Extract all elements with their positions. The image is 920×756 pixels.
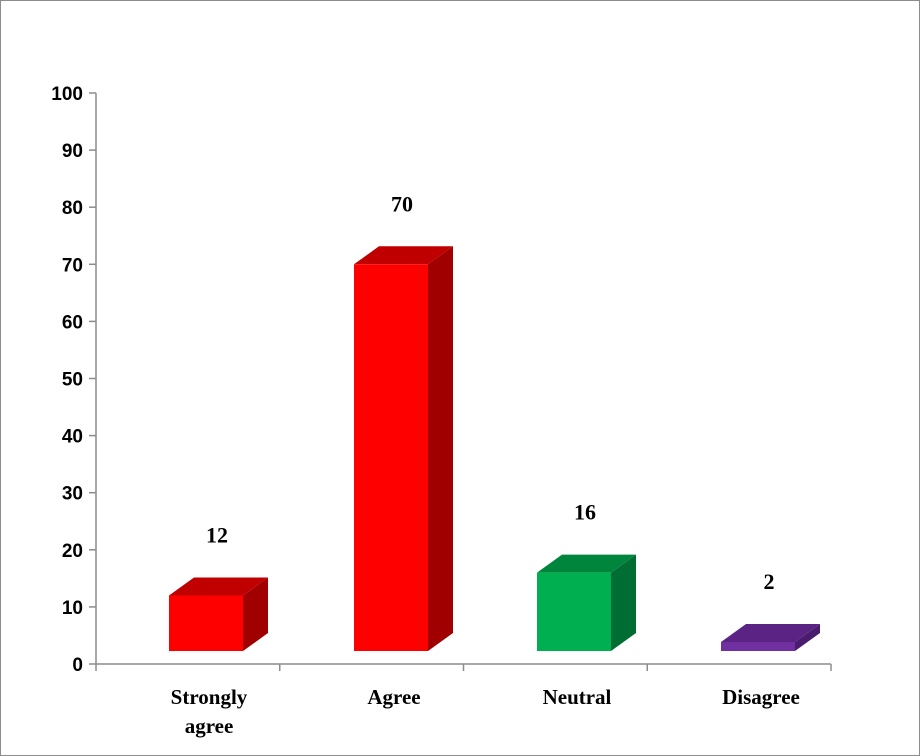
category-label: Agree: [367, 685, 420, 709]
data-label: 70: [391, 191, 413, 216]
data-label: 16: [574, 500, 596, 525]
y-tick-label: 40: [62, 427, 83, 448]
bar-top: [537, 554, 636, 573]
bar-disagree: [721, 624, 820, 651]
axes: [89, 92, 832, 671]
bar-front: [537, 572, 611, 651]
data-label: 12: [206, 522, 228, 547]
bar-top: [354, 246, 453, 265]
bar-side: [795, 624, 820, 651]
labels: 0 10 20 30 40 50 60 70 80 90 100 12 Strongly agree 70 A…: [51, 84, 800, 738]
category-label: Neutral: [543, 685, 612, 709]
bar-front: [354, 264, 428, 651]
y-tick-label: 100: [51, 84, 83, 105]
y-tick-label: 80: [62, 198, 83, 219]
bar-front: [721, 642, 795, 651]
bar-side: [243, 577, 268, 651]
bars: [169, 246, 820, 652]
y-tick-label: 90: [62, 141, 83, 162]
bar-strongly-agree: [169, 577, 268, 651]
bar-side: [428, 246, 453, 652]
y-tick-label: 0: [72, 655, 83, 676]
bar-agree: [354, 246, 453, 652]
y-tick-label: 20: [62, 541, 83, 562]
bar-side: [611, 554, 636, 651]
y-tick-label: 50: [62, 370, 83, 391]
bar-top: [169, 577, 268, 596]
category-label: Disagree: [722, 685, 800, 709]
bar-top: [721, 624, 820, 642]
y-tick-label: 10: [62, 598, 83, 619]
data-label: 2: [764, 569, 775, 594]
bar-front: [169, 595, 243, 651]
category-label: Strongly: [171, 685, 248, 709]
y-tick-label: 70: [62, 255, 83, 276]
y-tick-label: 60: [62, 312, 83, 333]
category-label: agree: [185, 714, 234, 738]
bar-neutral: [537, 554, 636, 651]
y-tick-label: 30: [62, 484, 83, 505]
